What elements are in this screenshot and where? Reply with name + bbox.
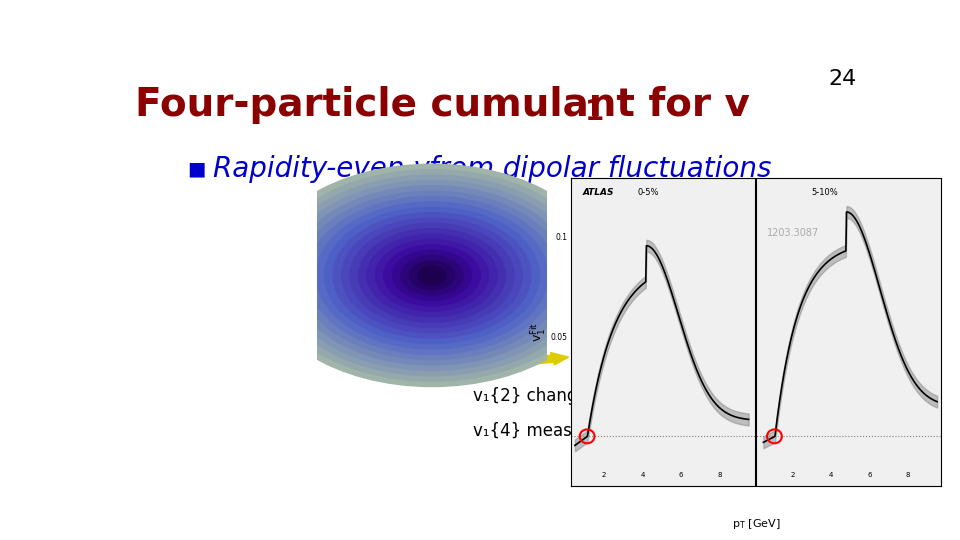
Ellipse shape <box>384 245 480 306</box>
Ellipse shape <box>409 261 455 290</box>
Ellipse shape <box>358 229 506 322</box>
Ellipse shape <box>400 255 464 295</box>
Text: ■: ■ <box>187 159 205 178</box>
Text: 6: 6 <box>679 472 684 478</box>
Ellipse shape <box>316 202 548 349</box>
Ellipse shape <box>257 164 607 387</box>
Text: 1: 1 <box>585 98 604 126</box>
Text: 6: 6 <box>867 472 872 478</box>
Ellipse shape <box>291 186 573 365</box>
Ellipse shape <box>350 224 514 327</box>
Text: 8: 8 <box>906 472 910 478</box>
Ellipse shape <box>308 197 556 354</box>
Ellipse shape <box>393 250 471 301</box>
Text: 0.1: 0.1 <box>556 233 567 242</box>
Text: 0.05: 0.05 <box>550 333 567 342</box>
Ellipse shape <box>375 239 489 312</box>
Ellipse shape <box>418 266 446 285</box>
Text: 1203.3087: 1203.3087 <box>767 228 819 238</box>
Text: 5-10%: 5-10% <box>811 188 838 197</box>
Text: Rapidity-even v: Rapidity-even v <box>213 155 430 183</box>
Text: 2: 2 <box>602 472 606 478</box>
Ellipse shape <box>274 175 590 376</box>
Text: v$_1^\mathrm{Fit}$: v$_1^\mathrm{Fit}$ <box>528 322 547 342</box>
Text: 24: 24 <box>828 69 856 89</box>
Ellipse shape <box>342 218 522 333</box>
Text: 4: 4 <box>640 472 644 478</box>
Text: v₁{4} measurable only at large pₜ: v₁{4} measurable only at large pₜ <box>473 422 756 441</box>
Ellipse shape <box>333 213 531 338</box>
Ellipse shape <box>266 170 598 381</box>
Text: v₁{2} changes sign at pₜ~1.2 GeV,: v₁{2} changes sign at pₜ~1.2 GeV, <box>473 387 765 405</box>
Ellipse shape <box>300 191 564 360</box>
Text: 2: 2 <box>790 472 795 478</box>
Ellipse shape <box>282 180 582 370</box>
Text: ATLAS: ATLAS <box>583 188 613 197</box>
Text: from dipolar fluctuations: from dipolar fluctuations <box>420 155 771 183</box>
Ellipse shape <box>324 207 540 343</box>
Text: p$_\mathrm{T}$ [GeV]: p$_\mathrm{T}$ [GeV] <box>732 517 780 531</box>
Text: 8: 8 <box>717 472 722 478</box>
Ellipse shape <box>367 234 497 316</box>
Text: 0-5%: 0-5% <box>637 188 660 197</box>
FancyArrow shape <box>516 353 568 366</box>
Text: 1: 1 <box>408 171 420 190</box>
Text: 4: 4 <box>828 472 833 478</box>
Text: Four-particle cumulant for v: Four-particle cumulant for v <box>134 85 750 124</box>
